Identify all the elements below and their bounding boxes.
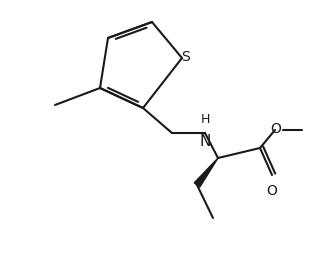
Text: N: N — [199, 134, 211, 149]
Polygon shape — [194, 158, 218, 187]
Text: S: S — [182, 50, 190, 64]
Text: O: O — [267, 184, 277, 198]
Text: O: O — [271, 122, 281, 136]
Text: H: H — [200, 113, 210, 126]
